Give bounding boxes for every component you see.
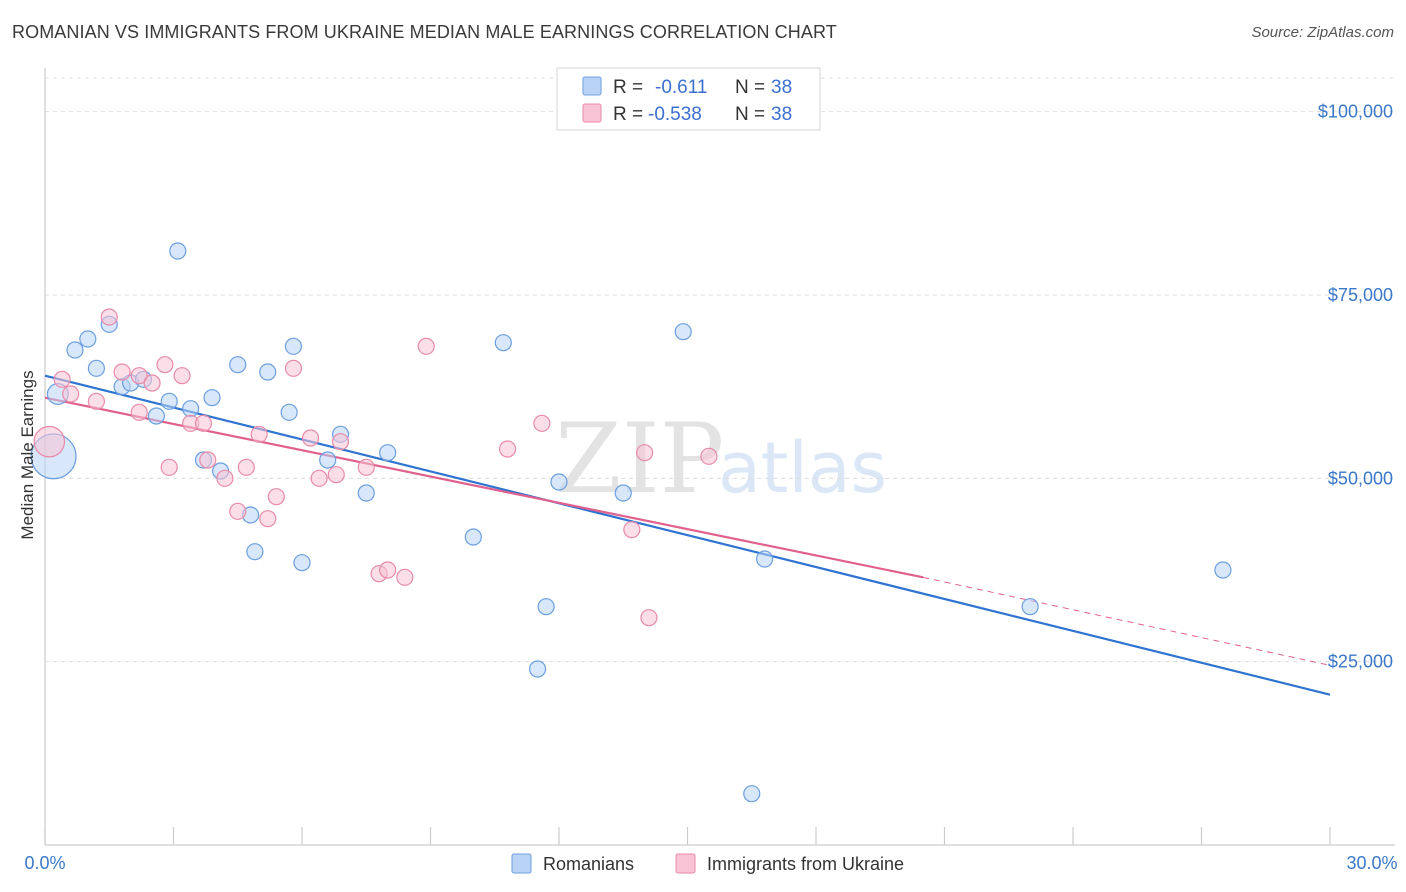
ukraine-point [636, 444, 654, 462]
romanians-point [66, 341, 84, 359]
y-tick-label: $75,000 [1328, 285, 1393, 305]
ukraine-point [267, 488, 285, 506]
source-credit: Source: ZipAtlas.com [1251, 24, 1394, 41]
y-axis-label: Median Male Earnings [18, 370, 37, 539]
romanians-point [160, 392, 178, 410]
ukraine-point [623, 521, 641, 539]
romanians-point [1021, 598, 1039, 616]
ukraine-point [216, 469, 234, 487]
romanians-point [464, 528, 482, 546]
ukraine-point [259, 510, 277, 528]
legend-n-value-1: 38 [771, 77, 792, 98]
data-points [30, 242, 1232, 803]
ukraine-point [396, 568, 414, 586]
ukraine-point [62, 385, 80, 403]
y-tick-label: $100,000 [1318, 102, 1393, 122]
romanians-point [229, 356, 247, 374]
romanians-point [169, 242, 187, 260]
legend-r-label-1: R = [613, 77, 643, 98]
romanians-point [259, 363, 277, 381]
ukraine-point [237, 458, 255, 476]
romanians-point [1214, 561, 1232, 579]
romanians-point [284, 337, 303, 355]
romanians-point [246, 543, 264, 561]
ukraine-trend-extension [922, 576, 1331, 666]
legend-swatch-romanians [582, 76, 602, 96]
legend-r-value-1: -0.611 [655, 77, 707, 98]
bottom-legend-label-romanians: Romanians [543, 854, 634, 874]
watermark-atlas: atlas [718, 427, 887, 509]
romanians-point [743, 785, 761, 803]
romanians-point [79, 330, 97, 348]
chart-title: ROMANIAN VS IMMIGRANTS FROM UKRAINE MEDI… [12, 22, 837, 42]
legend-n-value-2: 38 [771, 104, 792, 125]
romanians-point [528, 660, 547, 678]
ukraine-point [499, 440, 517, 458]
ukraine-point [250, 425, 268, 443]
romanians-point [182, 400, 200, 418]
romanians-point [674, 323, 692, 341]
romanians-point [293, 554, 311, 572]
ukraine-point [379, 561, 397, 579]
ukraine-point [53, 370, 71, 388]
legend-swatch-ukraine [582, 103, 602, 123]
romanians-point [550, 473, 568, 491]
ukraine-point [284, 359, 303, 377]
bottom-legend-swatch-ukraine [675, 853, 696, 874]
bottom-legend-label-ukraine: Immigrants from Ukraine [707, 854, 904, 874]
legend-r-label-2: R = [613, 104, 643, 125]
bottom-legend-swatch-romanians [511, 853, 532, 874]
ukraine-point [331, 433, 350, 451]
romanians-point [319, 451, 337, 469]
gridlines [45, 77, 1395, 663]
ukraine-point [301, 429, 320, 447]
ukraine-point [417, 337, 435, 355]
romanians-point [357, 484, 375, 502]
romanians-point [614, 484, 632, 502]
ukraine-point [130, 403, 148, 421]
ukraine-point [113, 363, 131, 381]
x-tick-label: 30.0% [1346, 853, 1397, 873]
ukraine-point [173, 367, 191, 385]
ukraine-point [143, 374, 161, 392]
ukraine-point [156, 356, 174, 374]
ukraine-point [199, 451, 217, 469]
y-tick-label: $50,000 [1328, 468, 1393, 488]
romanians-point [755, 550, 774, 568]
romanians-point [203, 389, 221, 407]
ukraine-point [357, 458, 375, 476]
legend-box: R = -0.611 N = 38 R = -0.538 N = 38 [556, 67, 821, 131]
bottom-legend: Romanians Immigrants from Ukraine [511, 853, 904, 874]
ukraine-point [229, 502, 247, 520]
ukraine-point [194, 414, 213, 432]
romanians-point [280, 403, 298, 421]
ukraine-point [130, 367, 148, 385]
romanians-point [537, 598, 555, 616]
legend-r-value-2: -0.538 [648, 104, 702, 125]
romanians-point [494, 334, 512, 352]
x-tick-label: 0.0% [24, 853, 65, 873]
legend-n-label-2: N = [735, 104, 765, 125]
ukraine-point [640, 609, 658, 627]
ukraine-point [700, 447, 718, 465]
y-tick-label: $25,000 [1328, 652, 1393, 672]
romanians-point [87, 359, 106, 377]
ukraine-point [310, 469, 328, 487]
tick-labels: $25,000 $50,000 $75,000 $100,000 0.0% 30.0% [24, 102, 1397, 873]
legend-n-label-1: N = [735, 77, 765, 98]
ukraine-point [160, 458, 178, 476]
romanians-point [379, 444, 397, 462]
ukraine-point [533, 414, 551, 432]
romanians-point [147, 407, 165, 425]
ukraine-point [33, 425, 66, 458]
ukraine-point [327, 466, 345, 484]
ukraine-point [87, 392, 106, 410]
ukraine-point [100, 308, 118, 326]
